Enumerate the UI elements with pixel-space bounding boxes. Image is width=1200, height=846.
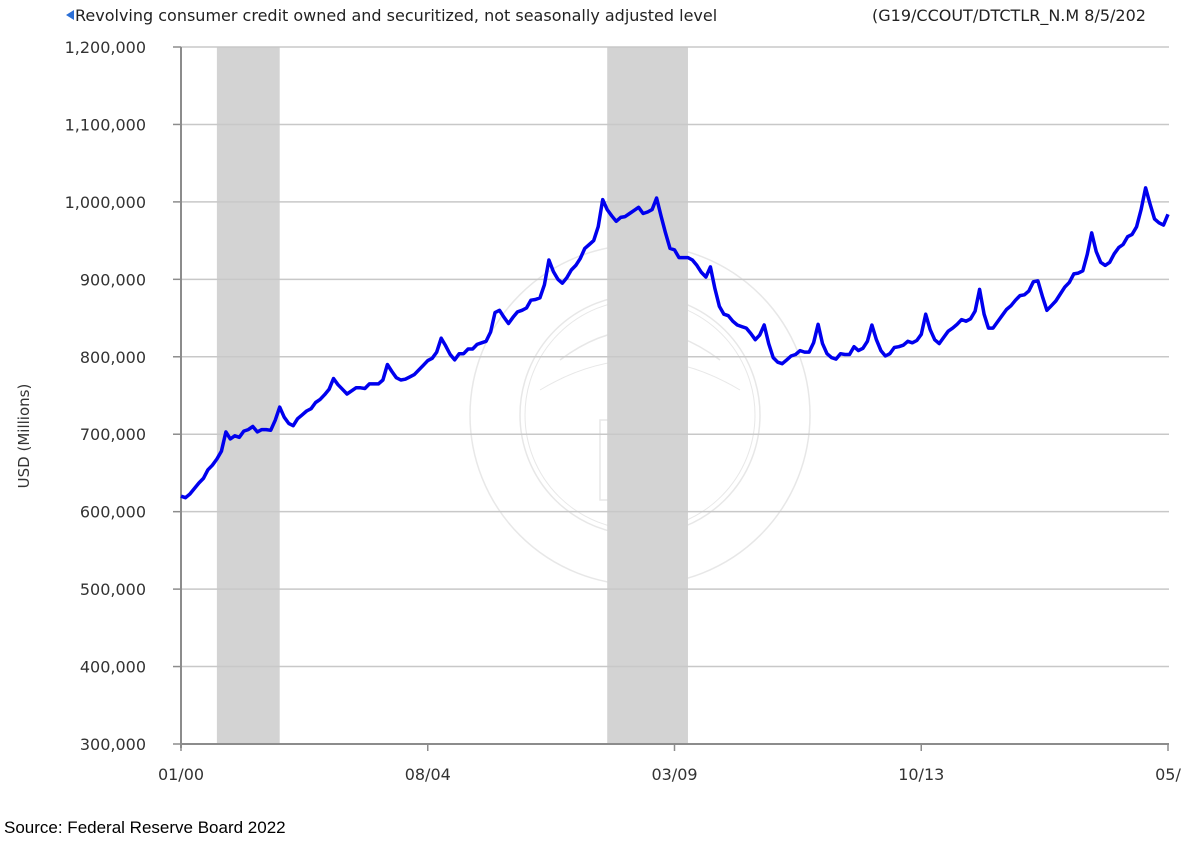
recession-band bbox=[216, 47, 280, 744]
chart-title: Revolving consumer credit owned and secu… bbox=[66, 6, 717, 25]
x-tick-label: 10/13 bbox=[898, 765, 944, 784]
source-note: Source: Federal Reserve Board 2022 bbox=[4, 818, 286, 837]
recession-bands bbox=[216, 47, 688, 744]
data-line bbox=[180, 186, 1170, 500]
y-axis-ticks: 300,000 400,000 500,000 600,000 700,000 800,0… bbox=[65, 38, 181, 754]
y-tick-label: 600,000 bbox=[80, 503, 146, 522]
chart-title-text: Revolving consumer credit owned and secu… bbox=[75, 6, 718, 25]
x-tick-label: 08/04 bbox=[405, 765, 451, 784]
triangle-left-icon[interactable] bbox=[66, 10, 74, 20]
x-tick-label: 01/00 bbox=[158, 765, 204, 784]
y-tick-label: 400,000 bbox=[80, 658, 146, 677]
y-tick-label: 900,000 bbox=[80, 270, 146, 289]
x-tick-label: 03/09 bbox=[651, 765, 697, 784]
y-tick-label: 800,000 bbox=[80, 348, 146, 367]
x-axis-ticks: 01/00 08/04 03/09 10/13 05/ bbox=[158, 744, 1181, 784]
recession-band bbox=[607, 47, 688, 744]
x-tick-label: 05/ bbox=[1155, 765, 1181, 784]
y-tick-label: 1,200,000 bbox=[65, 38, 146, 57]
y-tick-label: 300,000 bbox=[80, 735, 146, 754]
y-tick-label: 1,100,000 bbox=[65, 115, 146, 134]
y-tick-label: 700,000 bbox=[80, 425, 146, 444]
line-chart: 300,000 400,000 500,000 600,000 700,000 800,0… bbox=[65, 38, 1182, 784]
series-code: (G19/CCOUT/DTCTLR_N.M 8/5/202 bbox=[872, 6, 1146, 25]
y-tick-label: 500,000 bbox=[80, 580, 146, 599]
y-tick-label: 1,000,000 bbox=[65, 193, 146, 212]
